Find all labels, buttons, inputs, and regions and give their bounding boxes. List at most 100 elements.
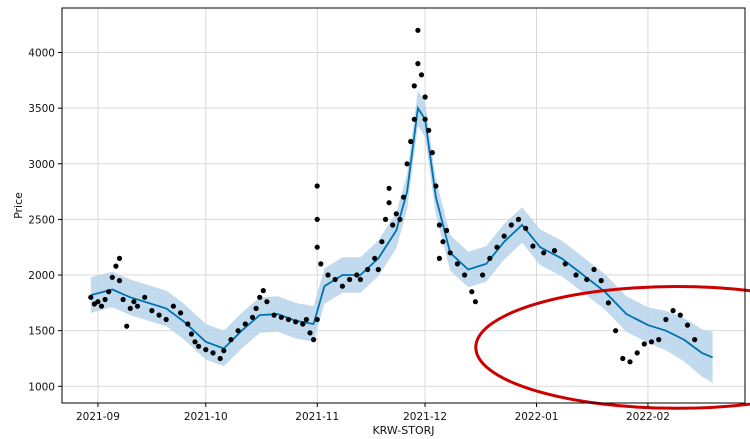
- x-tick-label: 2022-02: [626, 411, 670, 423]
- highlight-annotation: [474, 285, 750, 410]
- data-point: [541, 250, 547, 256]
- data-point: [605, 300, 612, 306]
- data-point: [249, 314, 256, 320]
- data-point: [303, 316, 309, 323]
- data-point: [411, 116, 417, 122]
- observed-points: [88, 27, 698, 365]
- data-point: [422, 116, 428, 122]
- x-tick-label: 2021-10: [184, 411, 228, 423]
- data-point: [242, 321, 248, 327]
- data-point: [192, 339, 198, 345]
- data-point: [494, 244, 500, 250]
- data-point: [314, 216, 320, 222]
- x-tick-label: 2021-09: [76, 411, 120, 423]
- data-point: [648, 339, 655, 345]
- data-point: [354, 272, 360, 278]
- data-point: [436, 222, 442, 228]
- uncertainty-band-area: [90, 90, 713, 384]
- data-point: [339, 283, 345, 289]
- data-point: [116, 255, 123, 261]
- data-point: [508, 222, 514, 228]
- data-point: [257, 294, 263, 300]
- data-point: [422, 94, 428, 100]
- data-point: [677, 312, 683, 318]
- data-point: [415, 61, 421, 67]
- y-tick-label: 1500: [28, 326, 55, 338]
- y-axis-label: Price: [12, 192, 25, 219]
- data-point: [314, 316, 320, 323]
- data-point: [444, 227, 450, 234]
- data-point: [311, 337, 317, 343]
- data-point: [300, 321, 306, 327]
- data-point: [620, 355, 626, 362]
- y-tick-label: 3000: [28, 159, 55, 171]
- data-point: [382, 216, 389, 222]
- data-point: [102, 296, 108, 303]
- data-point: [217, 355, 223, 362]
- data-point: [318, 261, 324, 267]
- data-point: [325, 272, 331, 278]
- data-point: [109, 274, 115, 280]
- data-point: [472, 299, 478, 305]
- y-tick-label: 3500: [28, 103, 55, 115]
- data-point: [573, 272, 579, 278]
- data-point: [347, 276, 353, 283]
- y-axis-ticks: 1000 1500 2000 2500 3000 3500 4000: [28, 48, 62, 393]
- data-point: [613, 328, 619, 334]
- data-point: [440, 239, 446, 245]
- data-point: [149, 308, 155, 314]
- data-point: [404, 161, 410, 167]
- data-point: [332, 276, 338, 283]
- data-point: [271, 312, 277, 318]
- data-point: [386, 185, 392, 191]
- data-point: [106, 289, 112, 295]
- data-point: [663, 316, 669, 323]
- data-point: [656, 337, 662, 343]
- data-point: [314, 183, 320, 189]
- y-tick-label: 2000: [28, 270, 55, 282]
- data-point: [235, 328, 241, 334]
- data-point: [670, 308, 676, 314]
- data-point: [692, 337, 698, 343]
- data-point: [188, 331, 194, 337]
- data-point: [462, 272, 468, 278]
- x-tick-label: 2021-12: [403, 411, 447, 423]
- data-point: [411, 83, 417, 89]
- grid-lines: [62, 8, 745, 403]
- data-point: [551, 248, 558, 254]
- data-point: [429, 150, 435, 156]
- data-point: [278, 314, 284, 320]
- data-point: [156, 312, 162, 318]
- data-point: [433, 183, 439, 189]
- data-point: [418, 72, 425, 78]
- data-point: [684, 322, 691, 328]
- data-point: [641, 341, 647, 347]
- uncertainty-band: [90, 90, 713, 384]
- data-point: [515, 216, 522, 222]
- x-tick-label: 2022-01: [515, 411, 559, 423]
- data-point: [501, 233, 507, 239]
- data-point: [163, 316, 169, 323]
- data-point: [480, 272, 486, 278]
- data-point: [124, 323, 130, 329]
- data-point: [131, 299, 137, 305]
- data-point: [393, 211, 399, 217]
- data-point: [228, 337, 234, 343]
- data-point: [260, 288, 266, 294]
- data-point: [120, 296, 126, 303]
- data-point: [397, 216, 403, 222]
- data-point: [634, 350, 640, 356]
- data-point: [415, 27, 421, 33]
- x-tick-label: 2021-11: [295, 411, 339, 423]
- x-axis-ticks: 2021-09 2021-10 2021-11 2021-12 2022-01 2022-…: [76, 403, 670, 423]
- y-tick-label: 2500: [28, 214, 55, 226]
- data-point: [221, 348, 227, 354]
- data-point: [627, 359, 633, 365]
- data-point: [178, 310, 184, 316]
- data-point: [426, 127, 432, 133]
- data-point: [314, 244, 320, 250]
- data-point: [523, 225, 529, 231]
- data-point: [372, 255, 378, 261]
- data-point: [375, 266, 381, 273]
- data-point: [170, 303, 176, 309]
